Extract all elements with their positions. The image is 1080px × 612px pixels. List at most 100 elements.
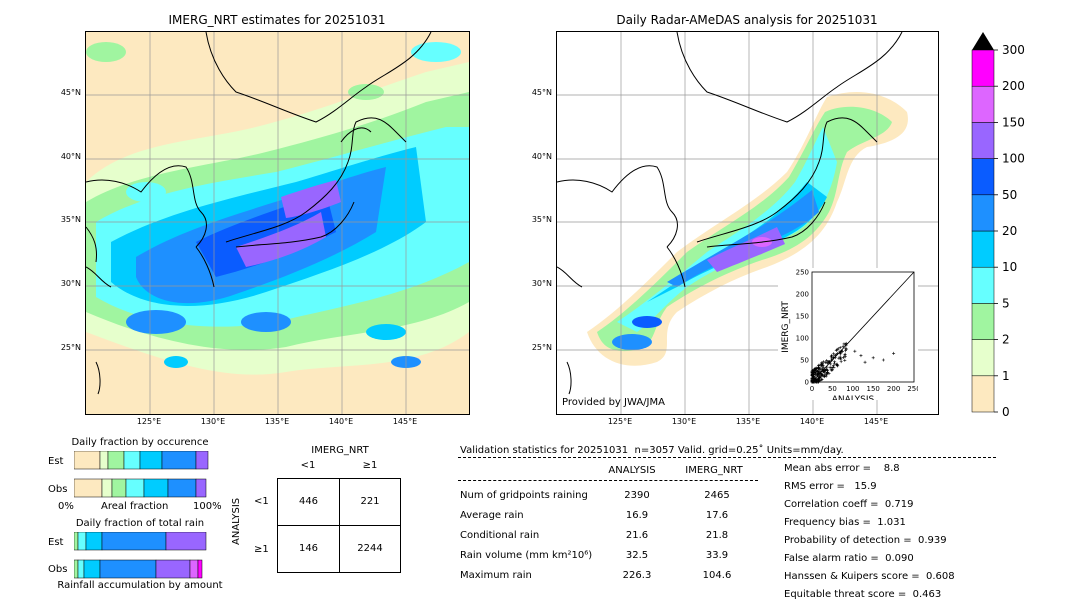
validation-row-analysis: 16.9 <box>625 510 649 521</box>
scatter-point <box>833 360 837 364</box>
scatter-point <box>814 371 818 375</box>
right-map-rain-field <box>557 32 938 414</box>
colorbar: 0 1 2 5 10 20 50 100 150 200 300 <box>970 30 1060 420</box>
validation-subdivider <box>458 480 758 481</box>
colorbar-segment <box>971 375 995 413</box>
scatter-point <box>813 368 817 372</box>
contingency-cell-b: 221 <box>360 496 380 507</box>
colorbar-segment <box>971 230 995 268</box>
left-map-lat-label: 25°N <box>60 343 81 352</box>
scatter-point <box>830 353 834 357</box>
scatter-point <box>840 349 844 353</box>
total-rain-title: Daily fraction of total rain <box>75 518 205 529</box>
colorbar-label: 2 <box>1002 333 1010 347</box>
right-map-lon-label: 135°E <box>735 417 761 426</box>
validation-row-analysis: 32.5 <box>625 550 649 561</box>
colorbar-label: 5 <box>1002 296 1010 310</box>
occurrence-xlabel: Areal fraction <box>101 501 169 512</box>
validation-score: Probability of detection = 0.939 <box>784 535 947 546</box>
validation-row-label: Conditional rain <box>460 530 540 541</box>
colorbar-segment <box>971 85 995 123</box>
contingency-cell-a: 446 <box>298 496 319 507</box>
validation-row-analysis: 226.3 <box>622 570 652 581</box>
right-map-lat-label: 45°N <box>531 88 552 97</box>
occurrence-bars <box>74 451 209 498</box>
left-map-lat-label: 35°N <box>60 215 81 224</box>
validation-row-imerg: 104.6 <box>702 570 732 581</box>
left-map-lon-label: 125°E <box>136 417 162 426</box>
left-map-lon-label: 140°E <box>328 417 354 426</box>
colorbar-label: 300 <box>1002 43 1025 57</box>
colorbar-segment <box>971 122 995 159</box>
validation-header: Validation statistics for 20251031 n=305… <box>460 445 844 456</box>
right-map-lat-label: 30°N <box>531 279 552 288</box>
occurrence-est-bar <box>74 451 209 470</box>
scatter-point <box>827 372 831 376</box>
scatter-point <box>818 378 822 382</box>
validation-row-imerg: 17.6 <box>705 510 729 521</box>
scatter-xtick: 250 <box>907 385 918 393</box>
scatter-point <box>822 374 826 378</box>
validation-row-label: Average rain <box>460 510 524 521</box>
scatter-point <box>829 362 833 366</box>
scatter-point <box>843 358 847 362</box>
scatter-point <box>825 359 829 363</box>
scatter-ytick: 100 <box>796 335 809 343</box>
scatter-ytick: 150 <box>796 313 809 321</box>
contingency-col-lt: <1 <box>300 460 316 471</box>
contingency-cell-c: 146 <box>298 543 319 554</box>
validation-row-analysis: 2390 <box>624 490 650 501</box>
scatter-ytick: 0 <box>805 379 809 387</box>
validation-score: Mean abs error = 8.8 <box>784 463 900 474</box>
contingency-row-lt: <1 <box>254 496 269 507</box>
colorbar-label: 0 <box>1002 405 1010 419</box>
scatter-xtick: 0 <box>810 385 814 393</box>
contingency-row-title: ANALYSIS <box>231 497 242 545</box>
scatter-point <box>843 353 847 357</box>
scatter-point <box>825 368 829 372</box>
colorbar-label: 200 <box>1002 79 1025 93</box>
left-map-rain-field <box>86 32 469 414</box>
total-rain-bars <box>74 532 207 579</box>
right-map-lon-label: 130°E <box>671 417 697 426</box>
colorbar-segment <box>971 158 995 196</box>
colorbar-label: 20 <box>1002 224 1017 238</box>
validation-row-imerg: 33.9 <box>705 550 729 561</box>
occurrence-title: Daily fraction by occurence <box>71 437 209 448</box>
scatter-ytick: 250 <box>796 269 809 277</box>
total-rain-xlabel: Rainfall accumulation by amount <box>57 580 223 591</box>
colorbar-segment <box>971 266 995 304</box>
scatter-ylabel: IMERG_NRT <box>781 301 791 353</box>
colorbar-label: 50 <box>1002 188 1017 202</box>
scatter-point <box>892 351 896 355</box>
data-credit: Provided by JWA/JMA <box>562 397 665 408</box>
scatter-point <box>821 360 825 364</box>
scatter-point <box>819 377 823 381</box>
right-map-lon-label: 125°E <box>607 417 633 426</box>
scatter-point <box>816 372 820 376</box>
scatter-point <box>817 366 821 370</box>
occurrence-xtick-right: 100% <box>193 501 222 512</box>
total-rain-est-bar <box>74 532 207 551</box>
scatter-point <box>810 377 814 381</box>
left-map-lon-label: 130°E <box>200 417 226 426</box>
scatter-point <box>838 346 842 350</box>
scatter-point <box>811 380 815 384</box>
left-map-lon-label: 145°E <box>392 417 418 426</box>
colorbar-segment <box>971 49 995 87</box>
right-map-lat-label: 35°N <box>531 215 552 224</box>
right-map-lat-label: 40°N <box>531 152 552 161</box>
contingency-col-title: IMERG_NRT <box>311 445 369 456</box>
scatter-point <box>859 354 863 358</box>
scatter-ytick: 50 <box>800 357 809 365</box>
scatter-xlabel: ANALYSIS <box>832 395 875 400</box>
scatter-point <box>813 379 817 383</box>
scatter-point <box>820 373 824 377</box>
scatter-inset: 0 50 100 150 200 250 0 50 100 150 200 250 ANALYSIS IM… <box>778 268 921 405</box>
scatter-point <box>825 365 829 369</box>
scatter-point <box>817 376 821 380</box>
scatter-ytick: 200 <box>796 291 809 299</box>
validation-row-label: Num of gridpoints raining <box>460 490 588 501</box>
colorbar-segment <box>971 303 995 340</box>
validation-score: False alarm ratio = 0.090 <box>784 553 914 564</box>
